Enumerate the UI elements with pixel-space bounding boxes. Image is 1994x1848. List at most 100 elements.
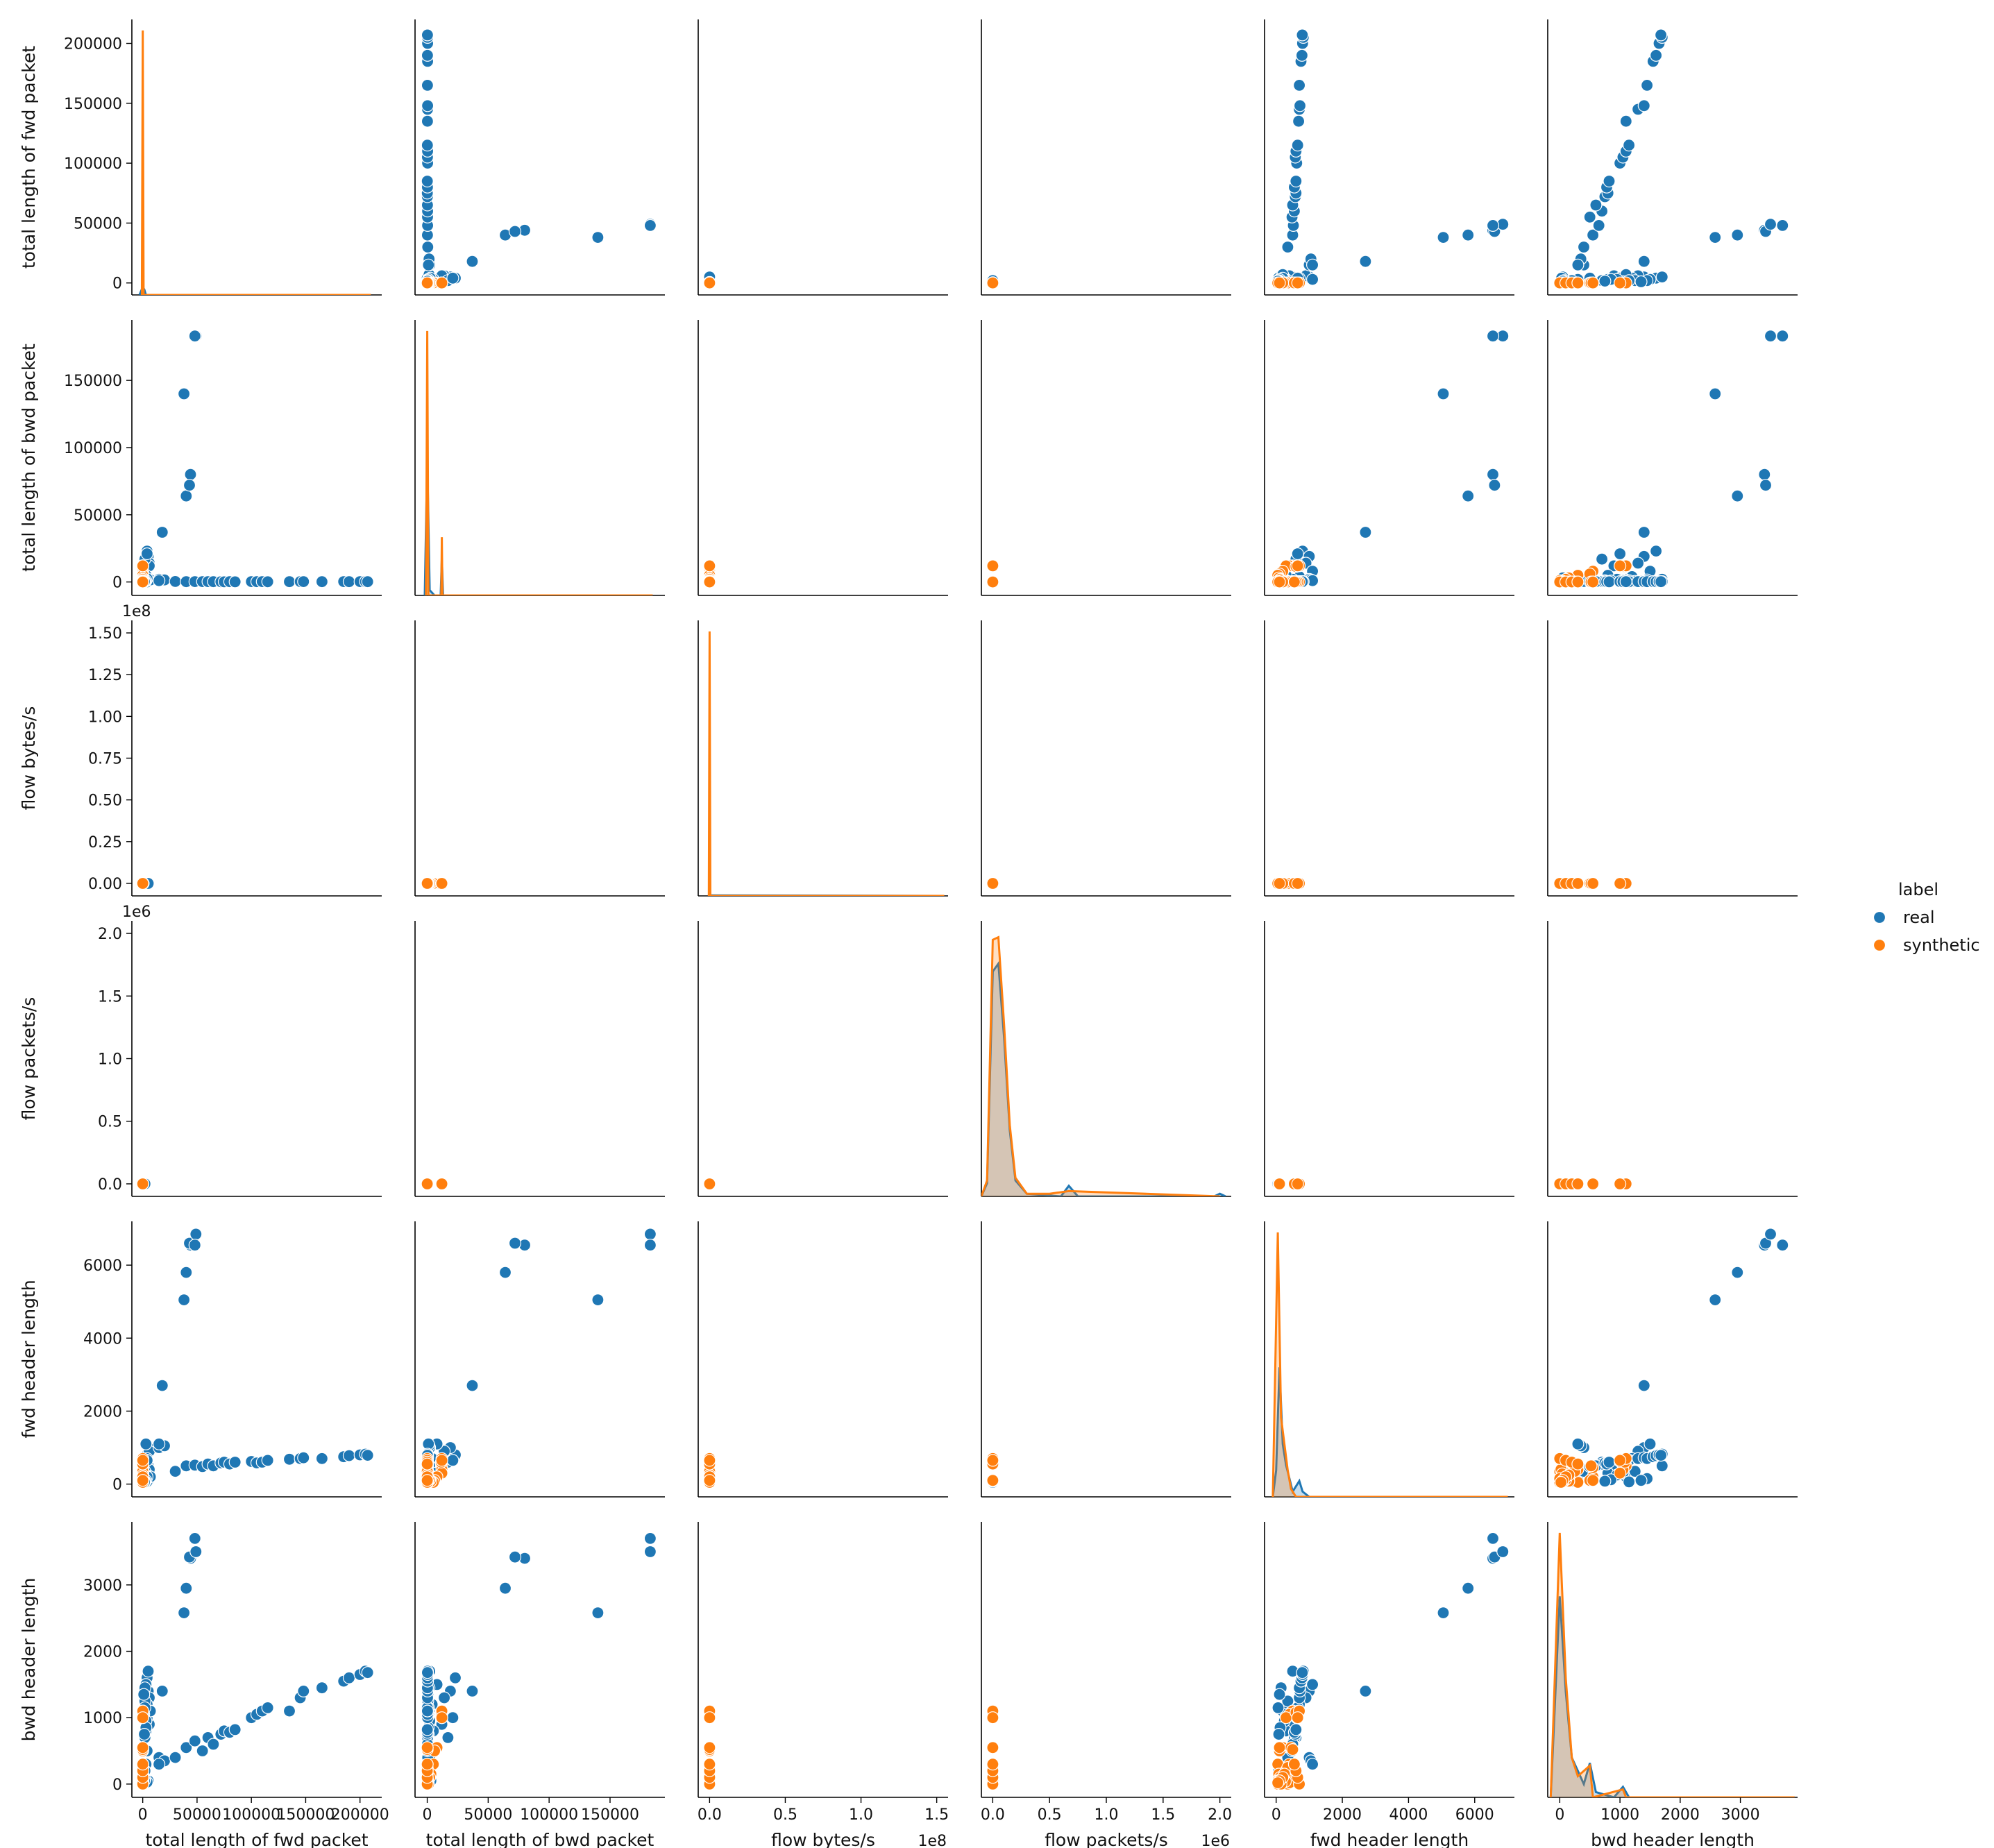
x-tick-label: 1.5 [1151, 1806, 1175, 1824]
y-axis-title: flow packets/s [19, 997, 39, 1121]
point-real [1281, 1695, 1294, 1708]
x-tick-label: 0.0 [698, 1806, 722, 1824]
y-axis-title: bwd header length [19, 1578, 39, 1742]
point-real [261, 575, 274, 588]
panel-content [1271, 876, 1306, 890]
x-axis-title: flow packets/s [1045, 1830, 1168, 1848]
point-synthetic [136, 876, 149, 890]
kde-line-real [981, 960, 1226, 1196]
panel-content [1271, 1532, 1510, 1790]
panel-1-4 [1264, 320, 1514, 596]
y-tick-label: 150000 [64, 96, 122, 113]
panel-content [707, 631, 945, 896]
point-synthetic [986, 1474, 999, 1487]
point-real [1486, 219, 1500, 232]
point-real [140, 547, 153, 561]
x-tick-label: 0 [423, 1806, 432, 1824]
point-real [508, 1237, 522, 1250]
point-real [1709, 387, 1722, 400]
point-real [1758, 468, 1771, 481]
y-axis-title: fwd header length [19, 1280, 39, 1438]
point-real [441, 1731, 455, 1744]
y-tick-label: 2000 [83, 1644, 122, 1661]
point-real [1583, 210, 1596, 223]
point-real [1603, 575, 1616, 588]
y-tick-label: 100000 [64, 155, 122, 173]
y-tick-label: 1.25 [88, 667, 122, 684]
y-tick-label: 0.50 [88, 792, 122, 810]
point-real [153, 1437, 166, 1450]
point-synthetic [136, 559, 149, 573]
kde-fill-synthetic [1272, 1232, 1508, 1497]
point-synthetic [703, 575, 716, 588]
kde-line-synthetic [140, 30, 371, 295]
point-real [421, 1666, 434, 1679]
point-real [466, 1379, 479, 1392]
point-synthetic [1614, 876, 1627, 890]
x-offset: 1e8 [918, 1833, 947, 1848]
point-real [1281, 240, 1294, 254]
point-real [466, 1684, 479, 1697]
point-real [1571, 258, 1585, 271]
point-real [342, 575, 356, 588]
point-real [1306, 273, 1319, 286]
y-tick-label: 0.00 [88, 876, 122, 893]
point-real [180, 1266, 193, 1279]
point-real [315, 1681, 328, 1695]
point-real [1614, 547, 1627, 561]
point-real [1637, 99, 1650, 112]
point-synthetic [421, 276, 434, 289]
point-real [421, 49, 434, 62]
point-real [591, 231, 605, 244]
panel-content [703, 271, 716, 289]
y-axis-title: total length of bwd packet [19, 344, 39, 572]
point-real [1650, 544, 1663, 558]
panel-content [136, 1228, 374, 1489]
point-real [137, 1728, 151, 1741]
point-real [180, 1741, 193, 1754]
panel-5-2: 0.0 0.5 1.0 1.5 flow bytes/s 1e8 [698, 1522, 949, 1848]
panel-3-0: 0.0 0.5 1.0 1.5 2.0 flow packets/s 1e6 [19, 904, 382, 1197]
panel-2-2 [698, 620, 948, 897]
panel-4-1 [414, 1221, 665, 1498]
point-real [361, 1666, 374, 1679]
point-real [153, 1758, 166, 1771]
point-synthetic [136, 1758, 149, 1771]
point-real [282, 1704, 296, 1718]
point-real [188, 1239, 201, 1252]
x-tick-label: 2000 [1323, 1806, 1362, 1824]
point-real [1359, 1684, 1372, 1697]
point-synthetic [1587, 1474, 1600, 1487]
x-tick-label: 50000 [173, 1806, 221, 1824]
point-real [169, 1751, 182, 1764]
point-synthetic [435, 276, 448, 289]
point-real [137, 1688, 151, 1701]
panel-4-5 [1547, 1221, 1798, 1498]
panel-content [421, 876, 448, 890]
kde-line-real [423, 457, 653, 595]
x-tick-label: 1.0 [849, 1806, 873, 1824]
panel-content [1549, 1532, 1795, 1797]
point-real [1306, 258, 1319, 271]
x-tick-label: 50000 [464, 1806, 512, 1824]
point-real [1496, 1545, 1510, 1559]
point-synthetic [703, 1474, 716, 1487]
point-real [1296, 28, 1309, 42]
point-synthetic [1614, 276, 1627, 289]
point-real [361, 575, 374, 588]
point-real [1655, 271, 1668, 284]
point-real [421, 28, 434, 42]
point-synthetic [1287, 575, 1301, 588]
x-offset: 1e6 [1201, 1833, 1230, 1848]
point-real [448, 1671, 462, 1684]
y-offset: 1e8 [122, 603, 151, 620]
point-real [1709, 231, 1722, 244]
y-tick-label: 1.50 [88, 625, 122, 643]
kde-line-synthetic [707, 631, 945, 896]
panel-content [703, 1452, 716, 1489]
x-axis-title: bwd header length [1591, 1830, 1755, 1848]
y-tick-label: 200000 [64, 36, 122, 53]
panel-content [981, 935, 1226, 1196]
panel-4-4 [1264, 1221, 1514, 1498]
